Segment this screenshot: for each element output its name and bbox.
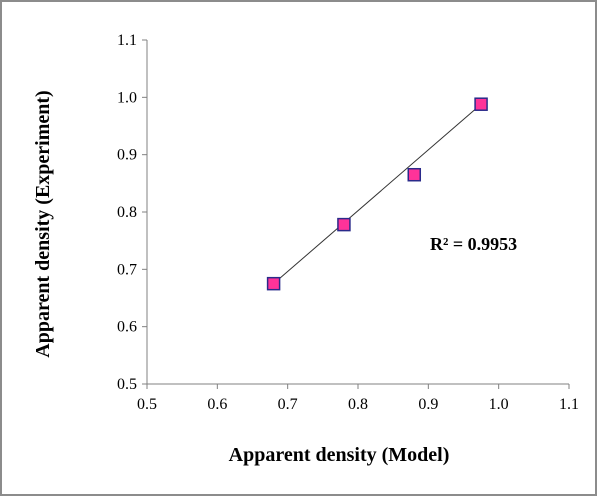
y-tick-label: 0.8 (117, 204, 137, 221)
data-point (337, 217, 351, 232)
x-tick-label: 0.9 (418, 396, 438, 413)
y-tick-label: 1.1 (117, 32, 137, 49)
trendline (273, 103, 482, 285)
ticks: 0.5 0.6 0.7 0.8 0.9 1.0 1.1 0.5 0.6 0.7 0.8 0.9 1.0 1… (117, 32, 579, 413)
data-point (474, 97, 488, 111)
r-squared-annotation: R² = 0.9953 (430, 234, 517, 254)
x-tick-label: 0.5 (137, 396, 157, 413)
y-tick-label: 0.9 (117, 147, 137, 164)
y-tick-label: 0.7 (117, 261, 137, 278)
data-points (266, 97, 488, 291)
y-tick-label: 1.0 (117, 89, 137, 106)
x-tick-label: 1.0 (489, 396, 509, 413)
y-tick-label: 0.5 (117, 376, 137, 393)
trendline-group (273, 103, 482, 285)
y-axis-title: Apparent density (Experiment) (32, 90, 54, 357)
data-point (266, 276, 281, 291)
x-tick-label: 0.6 (207, 396, 227, 413)
x-tick-label: 0.7 (278, 396, 298, 413)
axes (146, 40, 569, 385)
x-tick-label: 0.8 (348, 396, 368, 413)
x-axis-title: Apparent density (Model) (229, 444, 450, 466)
x-tick-label: 1.1 (559, 396, 579, 413)
y-tick-label: 0.6 (117, 319, 137, 336)
data-point (407, 167, 422, 182)
